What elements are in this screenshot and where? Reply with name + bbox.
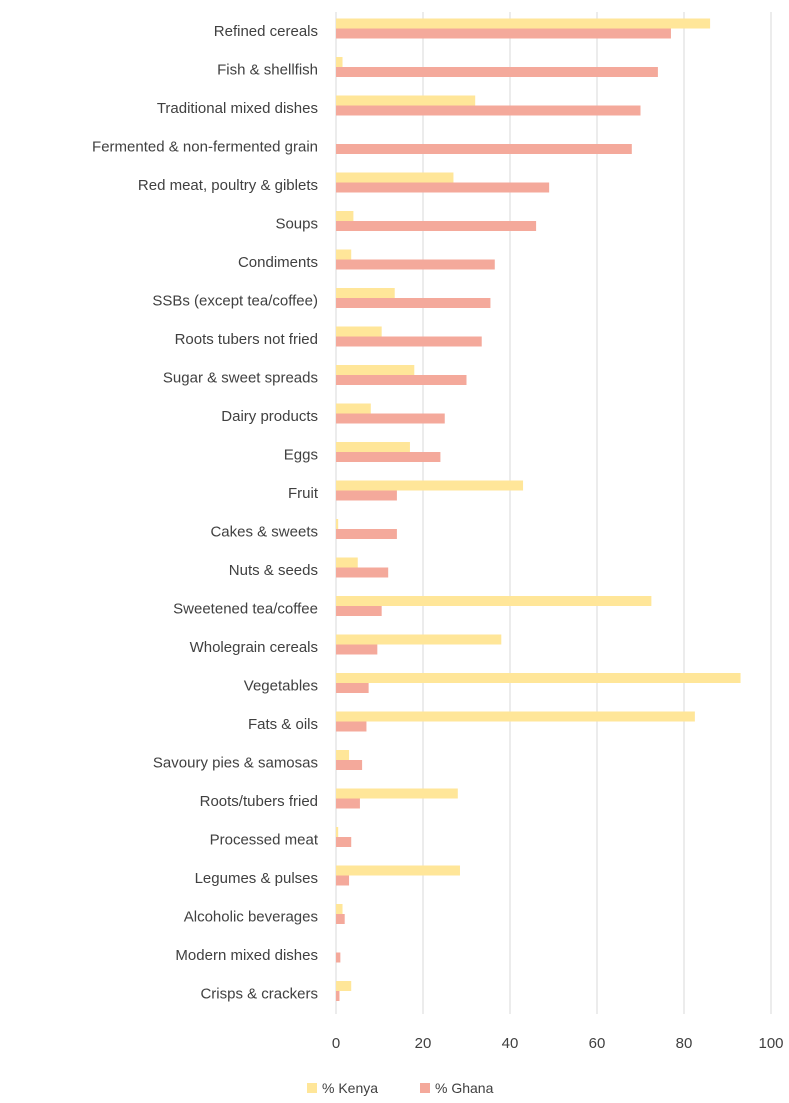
bar-kenya xyxy=(336,634,502,645)
bar-ghana xyxy=(336,606,382,616)
category-label: Soups xyxy=(275,216,318,233)
category-label: Roots/tubers fried xyxy=(200,793,318,810)
category-label: Fruit xyxy=(288,485,319,502)
category-label: Vegetables xyxy=(244,678,318,695)
bar-kenya xyxy=(336,365,415,375)
bar-kenya xyxy=(336,596,652,606)
bar-ghana xyxy=(336,105,641,116)
legend-label-kenya: % Kenya xyxy=(322,1080,378,1096)
bar-ghana xyxy=(336,259,495,270)
bar-kenya xyxy=(336,211,354,221)
bar-ghana xyxy=(336,683,369,693)
bar-ghana xyxy=(336,529,397,539)
bar-ghana xyxy=(336,67,658,77)
category-label: Sugar & sweet spreads xyxy=(163,370,318,387)
bar-kenya xyxy=(336,519,339,529)
category-label: Alcoholic beverages xyxy=(184,909,318,926)
bar-kenya xyxy=(336,673,741,683)
x-tick-labels: 0 20 40 60 80 100 xyxy=(332,1035,784,1052)
category-label: Eggs xyxy=(284,447,318,464)
legend-swatch-kenya xyxy=(307,1083,317,1093)
bar-ghana xyxy=(336,336,482,347)
bar-ghana xyxy=(336,644,378,655)
bar-ghana xyxy=(336,914,345,924)
bar-ghana xyxy=(336,413,445,424)
x-tick-label: 80 xyxy=(676,1035,693,1052)
bar-kenya xyxy=(336,557,358,568)
category-label: Roots tubers not fried xyxy=(175,331,318,348)
category-label: Sweetened tea/coffee xyxy=(173,601,318,618)
category-label: SSBs (except tea/coffee) xyxy=(152,293,318,310)
bar-kenya xyxy=(336,865,460,876)
bar-ghana xyxy=(336,798,360,809)
bar-kenya xyxy=(336,788,458,799)
category-label: Processed meat xyxy=(210,832,319,849)
bar-kenya xyxy=(336,18,711,29)
x-tick-label: 100 xyxy=(758,1035,783,1052)
category-label: Refined cereals xyxy=(214,23,318,40)
bar-ghana xyxy=(336,760,363,770)
category-labels: Refined cereals Fish & shellfish Tradition… xyxy=(92,23,319,1003)
x-tick-label: 0 xyxy=(332,1035,340,1052)
bar-ghana xyxy=(336,721,367,732)
legend-swatch-ghana xyxy=(420,1083,430,1093)
legend-label-ghana: % Ghana xyxy=(435,1080,494,1096)
bar-ghana xyxy=(336,28,671,39)
bar-kenya xyxy=(336,442,410,452)
category-label: Crisps & crackers xyxy=(200,986,318,1003)
category-label: Traditional mixed dishes xyxy=(157,100,318,117)
bar-ghana xyxy=(336,567,389,578)
bar-kenya xyxy=(336,711,695,722)
category-label: Red meat, poultry & giblets xyxy=(138,177,318,194)
bar-ghana xyxy=(336,875,350,886)
bar-kenya xyxy=(336,249,352,260)
bar-ghana xyxy=(336,182,550,193)
bar-ghana xyxy=(336,375,467,385)
bar-ghana xyxy=(336,452,441,462)
category-label: Savoury pies & samosas xyxy=(153,755,318,772)
bar-kenya xyxy=(336,57,343,67)
legend: % Kenya % Ghana xyxy=(307,1080,494,1096)
bar-ghana xyxy=(336,221,537,231)
bar-kenya xyxy=(336,326,382,337)
x-tick-label: 60 xyxy=(589,1035,606,1052)
category-label: Fermented & non-fermented grain xyxy=(92,139,318,156)
bar-kenya xyxy=(336,403,371,414)
category-label: Condiments xyxy=(238,254,318,271)
category-label: Fish & shellfish xyxy=(217,62,318,79)
bar-ghana xyxy=(336,991,340,1001)
bar-kenya xyxy=(336,904,343,914)
x-tick-label: 20 xyxy=(415,1035,432,1052)
bar-kenya xyxy=(336,981,352,991)
bar-ghana xyxy=(336,837,352,847)
category-label: Fats & oils xyxy=(248,716,318,733)
category-label: Dairy products xyxy=(221,408,318,425)
bar-kenya xyxy=(336,288,395,298)
bar-kenya xyxy=(336,95,476,106)
bar-kenya xyxy=(336,827,339,837)
category-label: Nuts & seeds xyxy=(229,562,318,579)
bar-kenya xyxy=(336,480,524,491)
bar-kenya xyxy=(336,750,350,760)
bar-ghana xyxy=(336,952,341,963)
x-tick-label: 40 xyxy=(502,1035,519,1052)
bar-kenya xyxy=(336,172,454,183)
category-label: Modern mixed dishes xyxy=(175,947,318,964)
bars xyxy=(336,18,741,1001)
bar-ghana xyxy=(336,298,491,308)
bar-ghana xyxy=(336,490,397,501)
category-label: Wholegrain cereals xyxy=(190,639,318,656)
gridlines xyxy=(335,12,772,1014)
bar-ghana xyxy=(336,144,632,154)
category-label: Cakes & sweets xyxy=(210,524,318,541)
category-label: Legumes & pulses xyxy=(195,870,318,887)
